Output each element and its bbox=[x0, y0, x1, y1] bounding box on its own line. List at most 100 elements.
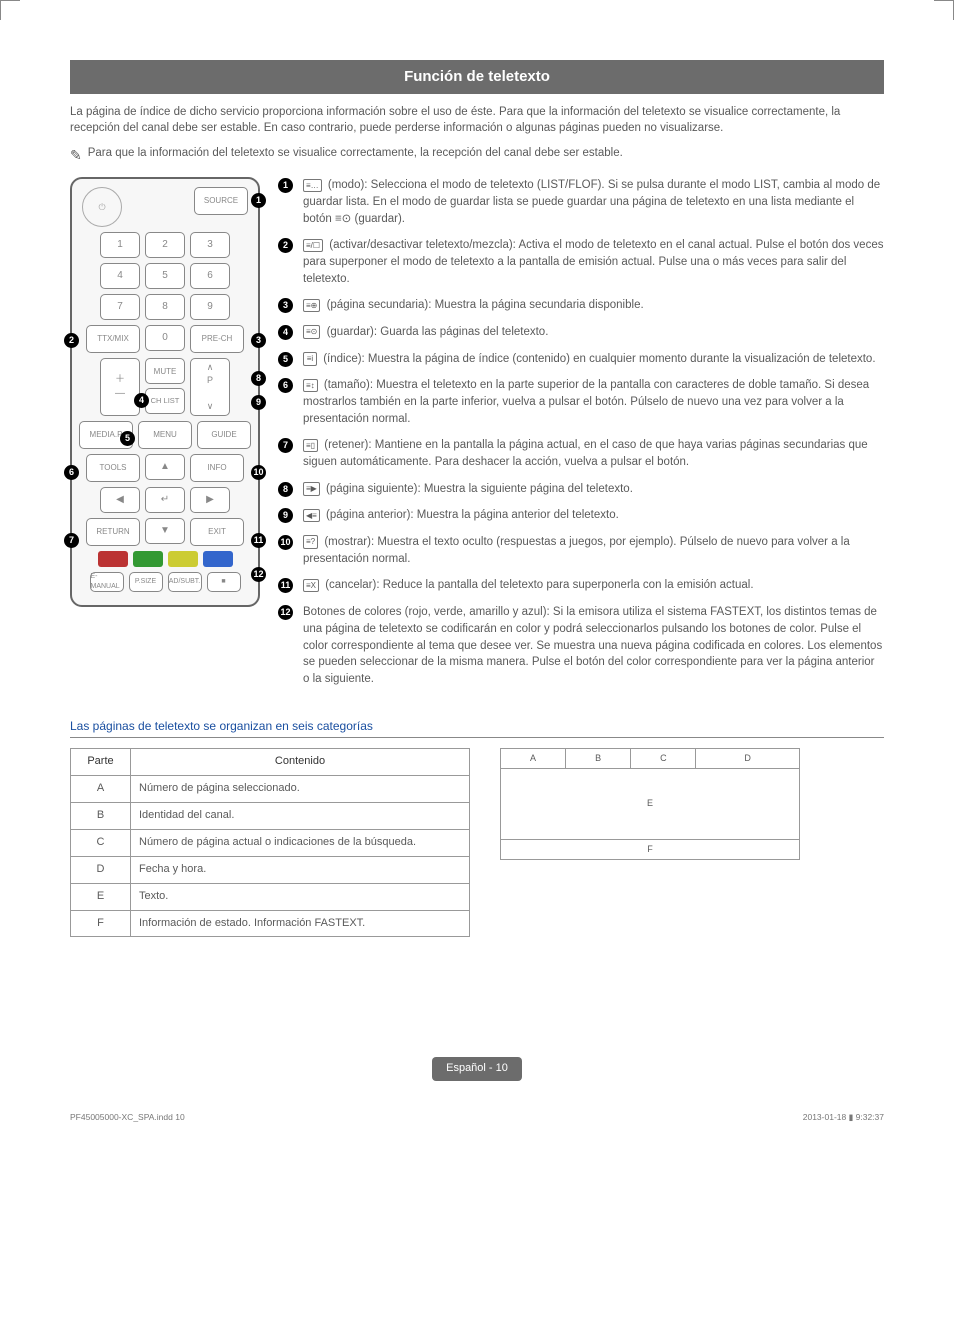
layout-c: C bbox=[631, 749, 696, 768]
th-parte: Parte bbox=[71, 748, 131, 775]
table-row: DFecha y hora. bbox=[71, 856, 470, 883]
key-7: 7 bbox=[100, 294, 140, 320]
ok-button: ↵ bbox=[145, 487, 185, 513]
right-button: ▶ bbox=[190, 487, 230, 513]
cell-contenido: Información de estado. Información FASTE… bbox=[131, 910, 470, 937]
down-button: ▼ bbox=[145, 518, 185, 544]
layout-f: F bbox=[501, 840, 799, 859]
bullet: 7 bbox=[278, 438, 293, 453]
page-footer: Español - 10 bbox=[432, 1057, 522, 1081]
color-a bbox=[98, 551, 128, 567]
exit-button: EXIT bbox=[190, 518, 244, 546]
footnote-right: 2013-01-18 ▮ 9:32:37 bbox=[803, 1111, 884, 1123]
guide-button: GUIDE bbox=[197, 421, 251, 449]
callout-1: 1 bbox=[251, 193, 266, 208]
layout-diagram: A B C D E F bbox=[500, 748, 800, 860]
bullet: 11 bbox=[278, 578, 293, 593]
cell-parte: F bbox=[71, 910, 131, 937]
callout-11: 11 bbox=[251, 533, 266, 548]
table-row: FInformación de estado. Información FAST… bbox=[71, 910, 470, 937]
adsubt-button: AD/SUBT. bbox=[168, 572, 202, 592]
up-button: ▲ bbox=[145, 454, 185, 480]
teletext-icon: ≡▯ bbox=[303, 439, 318, 453]
vol-button: ＋— bbox=[100, 358, 140, 416]
return-button: RETURN bbox=[86, 518, 140, 546]
bullet: 4 bbox=[278, 325, 293, 340]
mute-button: MUTE bbox=[145, 358, 185, 384]
teletext-icon: ≡X bbox=[303, 579, 319, 593]
list-item: 1 ≡… (modo): Selecciona el modo de telete… bbox=[278, 177, 884, 227]
item-text: ≡⊕ (página secundaria): Muestra la págin… bbox=[303, 297, 884, 314]
key-3: 3 bbox=[190, 232, 230, 258]
list-item: 11 ≡X (cancelar): Reduce la pantalla del … bbox=[278, 577, 884, 594]
bullet: 12 bbox=[278, 605, 293, 620]
bullet: 5 bbox=[278, 352, 293, 367]
teletext-icon: ≡/☐ bbox=[303, 239, 323, 253]
key-8: 8 bbox=[145, 294, 185, 320]
item-text: ≡/☐ (activar/desactivar teletexto/mezcla… bbox=[303, 237, 884, 287]
color-b bbox=[133, 551, 163, 567]
crop-mark bbox=[934, 0, 954, 20]
list-item: 3 ≡⊕ (página secundaria): Muestra la pági… bbox=[278, 297, 884, 314]
cell-contenido: Número de página actual o indicaciones d… bbox=[131, 829, 470, 856]
cell-contenido: Identidad del canal. bbox=[131, 802, 470, 829]
stop-button: ■ bbox=[207, 572, 241, 592]
note-icon: ✎ bbox=[70, 145, 82, 165]
info-button: INFO bbox=[190, 454, 244, 482]
item-text: ≡… (modo): Selecciona el modo de teletex… bbox=[303, 177, 884, 227]
item-text: Botones de colores (rojo, verde, amarill… bbox=[303, 604, 884, 687]
teletext-icon: ≡i bbox=[303, 352, 317, 366]
color-d bbox=[203, 551, 233, 567]
callout-6: 6 bbox=[64, 465, 79, 480]
table-row: ETexto. bbox=[71, 883, 470, 910]
callout-9: 9 bbox=[251, 395, 266, 410]
key-0: 0 bbox=[145, 325, 185, 351]
bullet: 3 bbox=[278, 298, 293, 313]
cell-contenido: Número de página seleccionado. bbox=[131, 775, 470, 802]
item-text: ≡↕ (tamaño): Muestra el teletexto en la … bbox=[303, 377, 884, 427]
note: ✎ Para que la información del teletexto … bbox=[70, 145, 884, 165]
teletext-icon: ≡? bbox=[303, 535, 318, 549]
table-row: ANúmero de página seleccionado. bbox=[71, 775, 470, 802]
power-icon: ⏻ bbox=[82, 187, 122, 227]
layout-b: B bbox=[566, 749, 631, 768]
key-9: 9 bbox=[190, 294, 230, 320]
list-item: 2 ≡/☐ (activar/desactivar teletexto/mezcl… bbox=[278, 237, 884, 287]
key-2: 2 bbox=[145, 232, 185, 258]
item-text: ≡▶ (página siguiente): Muestra la siguie… bbox=[303, 481, 884, 498]
function-list: 1 ≡… (modo): Selecciona el modo de telete… bbox=[278, 177, 884, 697]
bullet: 1 bbox=[278, 178, 293, 193]
item-text: ◀≡ (página anterior): Muestra la página … bbox=[303, 507, 884, 524]
key-4: 4 bbox=[100, 263, 140, 289]
list-item: 10≡? (mostrar): Muestra el texto oculto … bbox=[278, 534, 884, 567]
left-button: ◀ bbox=[100, 487, 140, 513]
teletext-icon: ≡▶ bbox=[303, 482, 320, 496]
item-text: ≡▯ (retener): Mantiene en la pantalla la… bbox=[303, 437, 884, 470]
note-text: Para que la información del teletexto se… bbox=[88, 145, 623, 162]
menu-button: MENU bbox=[138, 421, 192, 449]
crop-mark bbox=[0, 0, 20, 20]
parts-table: Parte Contenido ANúmero de página selecc… bbox=[70, 748, 470, 938]
cell-parte: C bbox=[71, 829, 131, 856]
footnote-left: PF45005000-XC_SPA.indd 10 bbox=[70, 1111, 185, 1123]
prech-button: PRE-CH bbox=[190, 325, 244, 353]
item-text: ≡i (índice): Muestra la página de índice… bbox=[303, 351, 884, 368]
table-row: CNúmero de página actual o indicaciones … bbox=[71, 829, 470, 856]
list-item: 4 ≡⊙ (guardar): Guarda las páginas del te… bbox=[278, 324, 884, 341]
list-item: 5 ≡i (índice): Muestra la página de índic… bbox=[278, 351, 884, 368]
teletext-icon: ≡… bbox=[303, 179, 322, 193]
list-item: 7 ≡▯ (retener): Mantiene en la pantalla l… bbox=[278, 437, 884, 470]
item-text: ≡⊙ (guardar): Guarda las páginas del tel… bbox=[303, 324, 884, 341]
psize-button: P.SIZE bbox=[129, 572, 163, 592]
callout-3: 3 bbox=[251, 333, 266, 348]
color-c bbox=[168, 551, 198, 567]
bullet: 2 bbox=[278, 238, 293, 253]
list-item: 6≡↕ (tamaño): Muestra el teletexto en la… bbox=[278, 377, 884, 427]
key-6: 6 bbox=[190, 263, 230, 289]
tools-button: TOOLS bbox=[86, 454, 140, 482]
bullet: 8 bbox=[278, 482, 293, 497]
list-item: 9 ◀≡ (página anterior): Muestra la página… bbox=[278, 507, 884, 524]
item-text: ≡X (cancelar): Reduce la pantalla del te… bbox=[303, 577, 884, 594]
bullet: 9 bbox=[278, 508, 293, 523]
callout-8: 8 bbox=[251, 371, 266, 386]
